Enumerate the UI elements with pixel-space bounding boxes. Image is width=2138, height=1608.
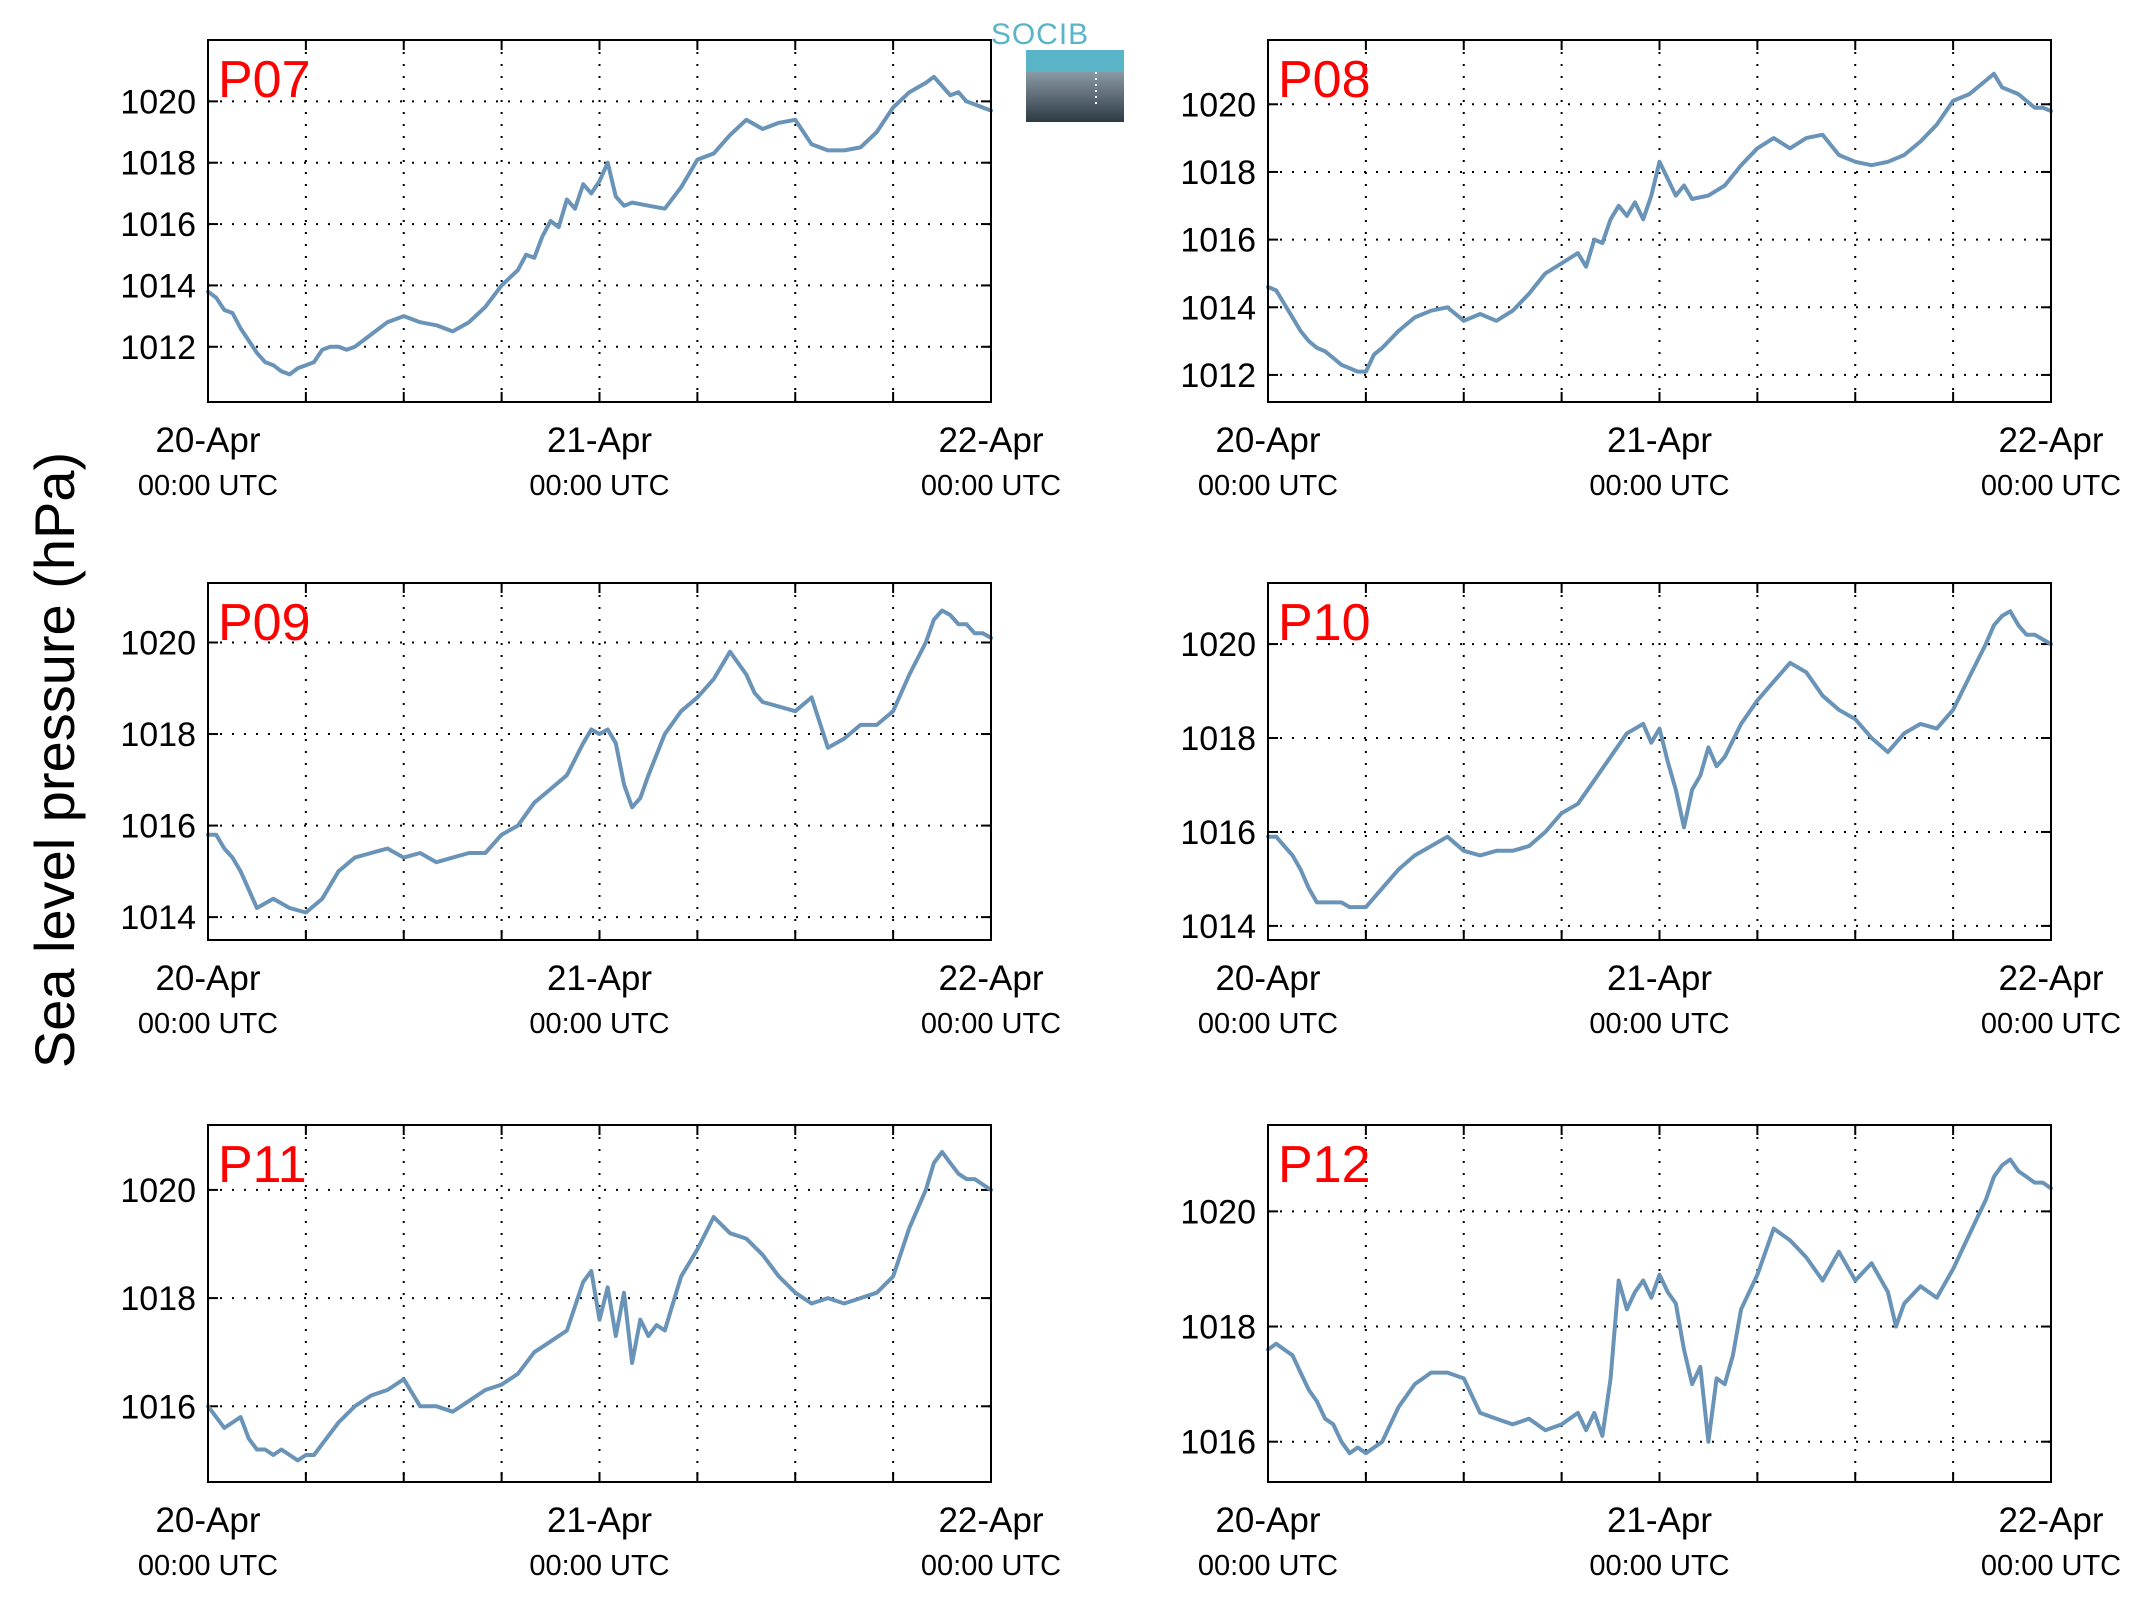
- x-tick-time-label: 00:00 UTC: [529, 1550, 669, 1582]
- panel-title: P12: [1278, 1136, 1371, 1194]
- x-tick-date-label: 21-Apr: [547, 959, 652, 998]
- x-tick-time-label: 00:00 UTC: [1981, 1550, 2121, 1582]
- axes-frame: [1267, 1124, 2052, 1483]
- x-tick-date-label: 21-Apr: [547, 421, 652, 460]
- panel-title: P09: [218, 594, 311, 652]
- panel-title: P08: [1278, 51, 1371, 109]
- logo-text: SOCIB: [991, 18, 1089, 51]
- y-tick-label: 1018: [120, 1280, 196, 1318]
- logo-top-band: [1026, 50, 1124, 72]
- pressure-series-line: [206, 1150, 993, 1463]
- y-tick-label: 1018: [1180, 720, 1256, 758]
- x-tick-time-label: 00:00 UTC: [1198, 470, 1338, 502]
- y-tick-label: 1020: [120, 83, 196, 121]
- y-tick-label: 1014: [1180, 908, 1256, 946]
- x-tick-date-label: 22-Apr: [938, 1501, 1043, 1540]
- x-tick-date-label: 22-Apr: [938, 421, 1043, 460]
- y-tick-label: 1016: [120, 1388, 196, 1426]
- x-tick-time-label: 00:00 UTC: [921, 470, 1061, 502]
- y-tick-label: 1020: [120, 625, 196, 663]
- y-tick-label: 1020: [1180, 86, 1256, 124]
- axes-frame: [1267, 582, 2052, 941]
- x-tick-date-label: 20-Apr: [1215, 1501, 1320, 1540]
- y-tick-label: 1012: [1180, 357, 1256, 395]
- x-tick-date-label: 22-Apr: [1998, 959, 2103, 998]
- x-tick-date-label: 22-Apr: [1998, 421, 2103, 460]
- x-tick-time-label: 00:00 UTC: [921, 1550, 1061, 1582]
- y-tick-label: 1020: [1180, 626, 1256, 664]
- x-tick-time-label: 00:00 UTC: [1198, 1008, 1338, 1040]
- y-tick-label: 1016: [1180, 814, 1256, 852]
- x-tick-date-label: 20-Apr: [155, 959, 260, 998]
- x-tick-time-label: 00:00 UTC: [529, 1008, 669, 1040]
- x-tick-time-label: 00:00 UTC: [138, 1008, 278, 1040]
- x-tick-time-label: 00:00 UTC: [1589, 1550, 1729, 1582]
- axes-frame: [207, 1124, 992, 1483]
- y-tick-label: 1016: [1180, 222, 1256, 260]
- pressure-series-line: [1266, 609, 2053, 910]
- logo-body: [1026, 72, 1124, 122]
- y-tick-label: 1014: [1180, 289, 1256, 327]
- panel-p10: 1014 1016 1018 1020 20-Apr 00:00 UTC 21-Apr 00:…: [1180, 582, 2121, 1040]
- panel-p11: 1016 1018 1020 20-Apr 00:00 UTC 21-Apr 00:00 U…: [120, 1124, 1061, 1582]
- x-tick-date-label: 22-Apr: [1998, 1501, 2103, 1540]
- pressure-series-line: [206, 608, 993, 915]
- x-tick-time-label: 00:00 UTC: [1981, 1008, 2121, 1040]
- x-tick-time-label: 00:00 UTC: [1589, 470, 1729, 502]
- panel-p08: 1012 1014 1016 1018 1020 20-Apr 00:00 UTC 21-Ap…: [1180, 39, 2121, 502]
- y-tick-label: 1018: [1180, 154, 1256, 192]
- panel-p09: 1014 1016 1018 1020 20-Apr 00:00 UTC 21-Apr 00:…: [120, 582, 1061, 1040]
- axes-frame: [207, 582, 992, 941]
- y-tick-label: 1020: [120, 1172, 196, 1210]
- y-tick-label: 1014: [120, 267, 196, 305]
- y-tick-label: 1020: [1180, 1193, 1256, 1231]
- axes-frame: [1267, 39, 2052, 403]
- x-tick-date-label: 21-Apr: [547, 1501, 652, 1540]
- shared-y-axis-label: Sea level pressure (hPa): [23, 452, 86, 1068]
- x-tick-time-label: 00:00 UTC: [1981, 470, 2121, 502]
- panel-p07: 1012 1014 1016 1018 1020 20-Apr 00:00 UTC 21-Ap…: [120, 39, 1061, 502]
- x-tick-date-label: 21-Apr: [1607, 1501, 1712, 1540]
- x-tick-date-label: 22-Apr: [938, 959, 1043, 998]
- x-tick-date-label: 21-Apr: [1607, 421, 1712, 460]
- y-tick-label: 1018: [1180, 1309, 1256, 1347]
- x-tick-time-label: 00:00 UTC: [921, 1008, 1061, 1040]
- y-tick-label: 1016: [1180, 1424, 1256, 1462]
- y-tick-label: 1012: [120, 329, 196, 367]
- panel-p12: 1016 1018 1020 20-Apr 00:00 UTC 21-Apr 00:00 U…: [1180, 1124, 2121, 1582]
- panel-title: P10: [1278, 594, 1371, 652]
- y-tick-label: 1018: [120, 716, 196, 754]
- y-tick-label: 1018: [120, 145, 196, 183]
- x-tick-time-label: 00:00 UTC: [138, 1550, 278, 1582]
- pressure-series-line: [206, 74, 993, 377]
- x-tick-date-label: 20-Apr: [1215, 421, 1320, 460]
- pressure-series-line: [1266, 1157, 2053, 1456]
- x-tick-date-label: 21-Apr: [1607, 959, 1712, 998]
- x-tick-date-label: 20-Apr: [1215, 959, 1320, 998]
- y-tick-label: 1014: [120, 899, 196, 937]
- x-tick-time-label: 00:00 UTC: [1589, 1008, 1729, 1040]
- x-tick-time-label: 00:00 UTC: [138, 470, 278, 502]
- socib-logo: SOCIB: [991, 18, 1124, 122]
- x-tick-date-label: 20-Apr: [155, 421, 260, 460]
- x-tick-time-label: 00:00 UTC: [529, 470, 669, 502]
- y-tick-label: 1016: [120, 808, 196, 846]
- x-tick-time-label: 00:00 UTC: [1198, 1550, 1338, 1582]
- pressure-series-line: [1266, 71, 2053, 374]
- panel-title: P07: [218, 51, 311, 109]
- panel-title: P11: [218, 1136, 307, 1194]
- x-tick-date-label: 20-Apr: [155, 1501, 260, 1540]
- y-tick-label: 1016: [120, 206, 196, 244]
- axes-frame: [207, 39, 992, 403]
